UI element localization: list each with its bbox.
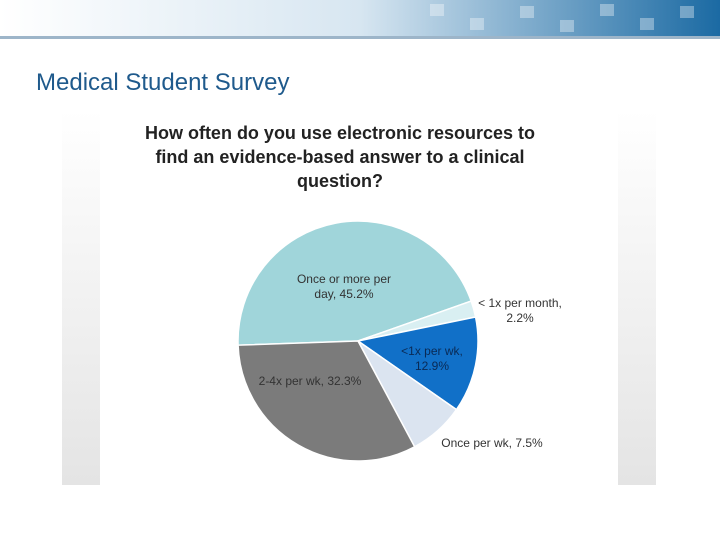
- slice-label: <1x per wk,: [401, 344, 463, 358]
- slice-label: < 1x per month,: [478, 296, 562, 310]
- header-rule: [0, 36, 720, 39]
- pie-slice: [237, 340, 416, 462]
- slice-label: 2-4x per wk, 32.3%: [259, 374, 362, 388]
- chart-title: question?: [297, 171, 383, 191]
- slice-label: Once or more per: [297, 272, 391, 286]
- pie-slice: [237, 220, 473, 346]
- chart-title: find an evidence-based answer to a clini…: [155, 147, 524, 167]
- slice-label: 12.9%: [415, 359, 449, 373]
- header-pattern: [430, 4, 694, 32]
- header-band: [0, 0, 720, 36]
- chart: How often do you use electronic resource…: [145, 123, 562, 462]
- slice-label: 2.2%: [506, 311, 534, 325]
- slice-label: day, 45.2%: [314, 287, 373, 301]
- slide-title: Medical Student Survey: [36, 69, 289, 96]
- chart-title: How often do you use electronic resource…: [145, 123, 535, 143]
- pie-slice: [356, 316, 479, 411]
- slice-label: Once per wk, 7.5%: [441, 436, 543, 450]
